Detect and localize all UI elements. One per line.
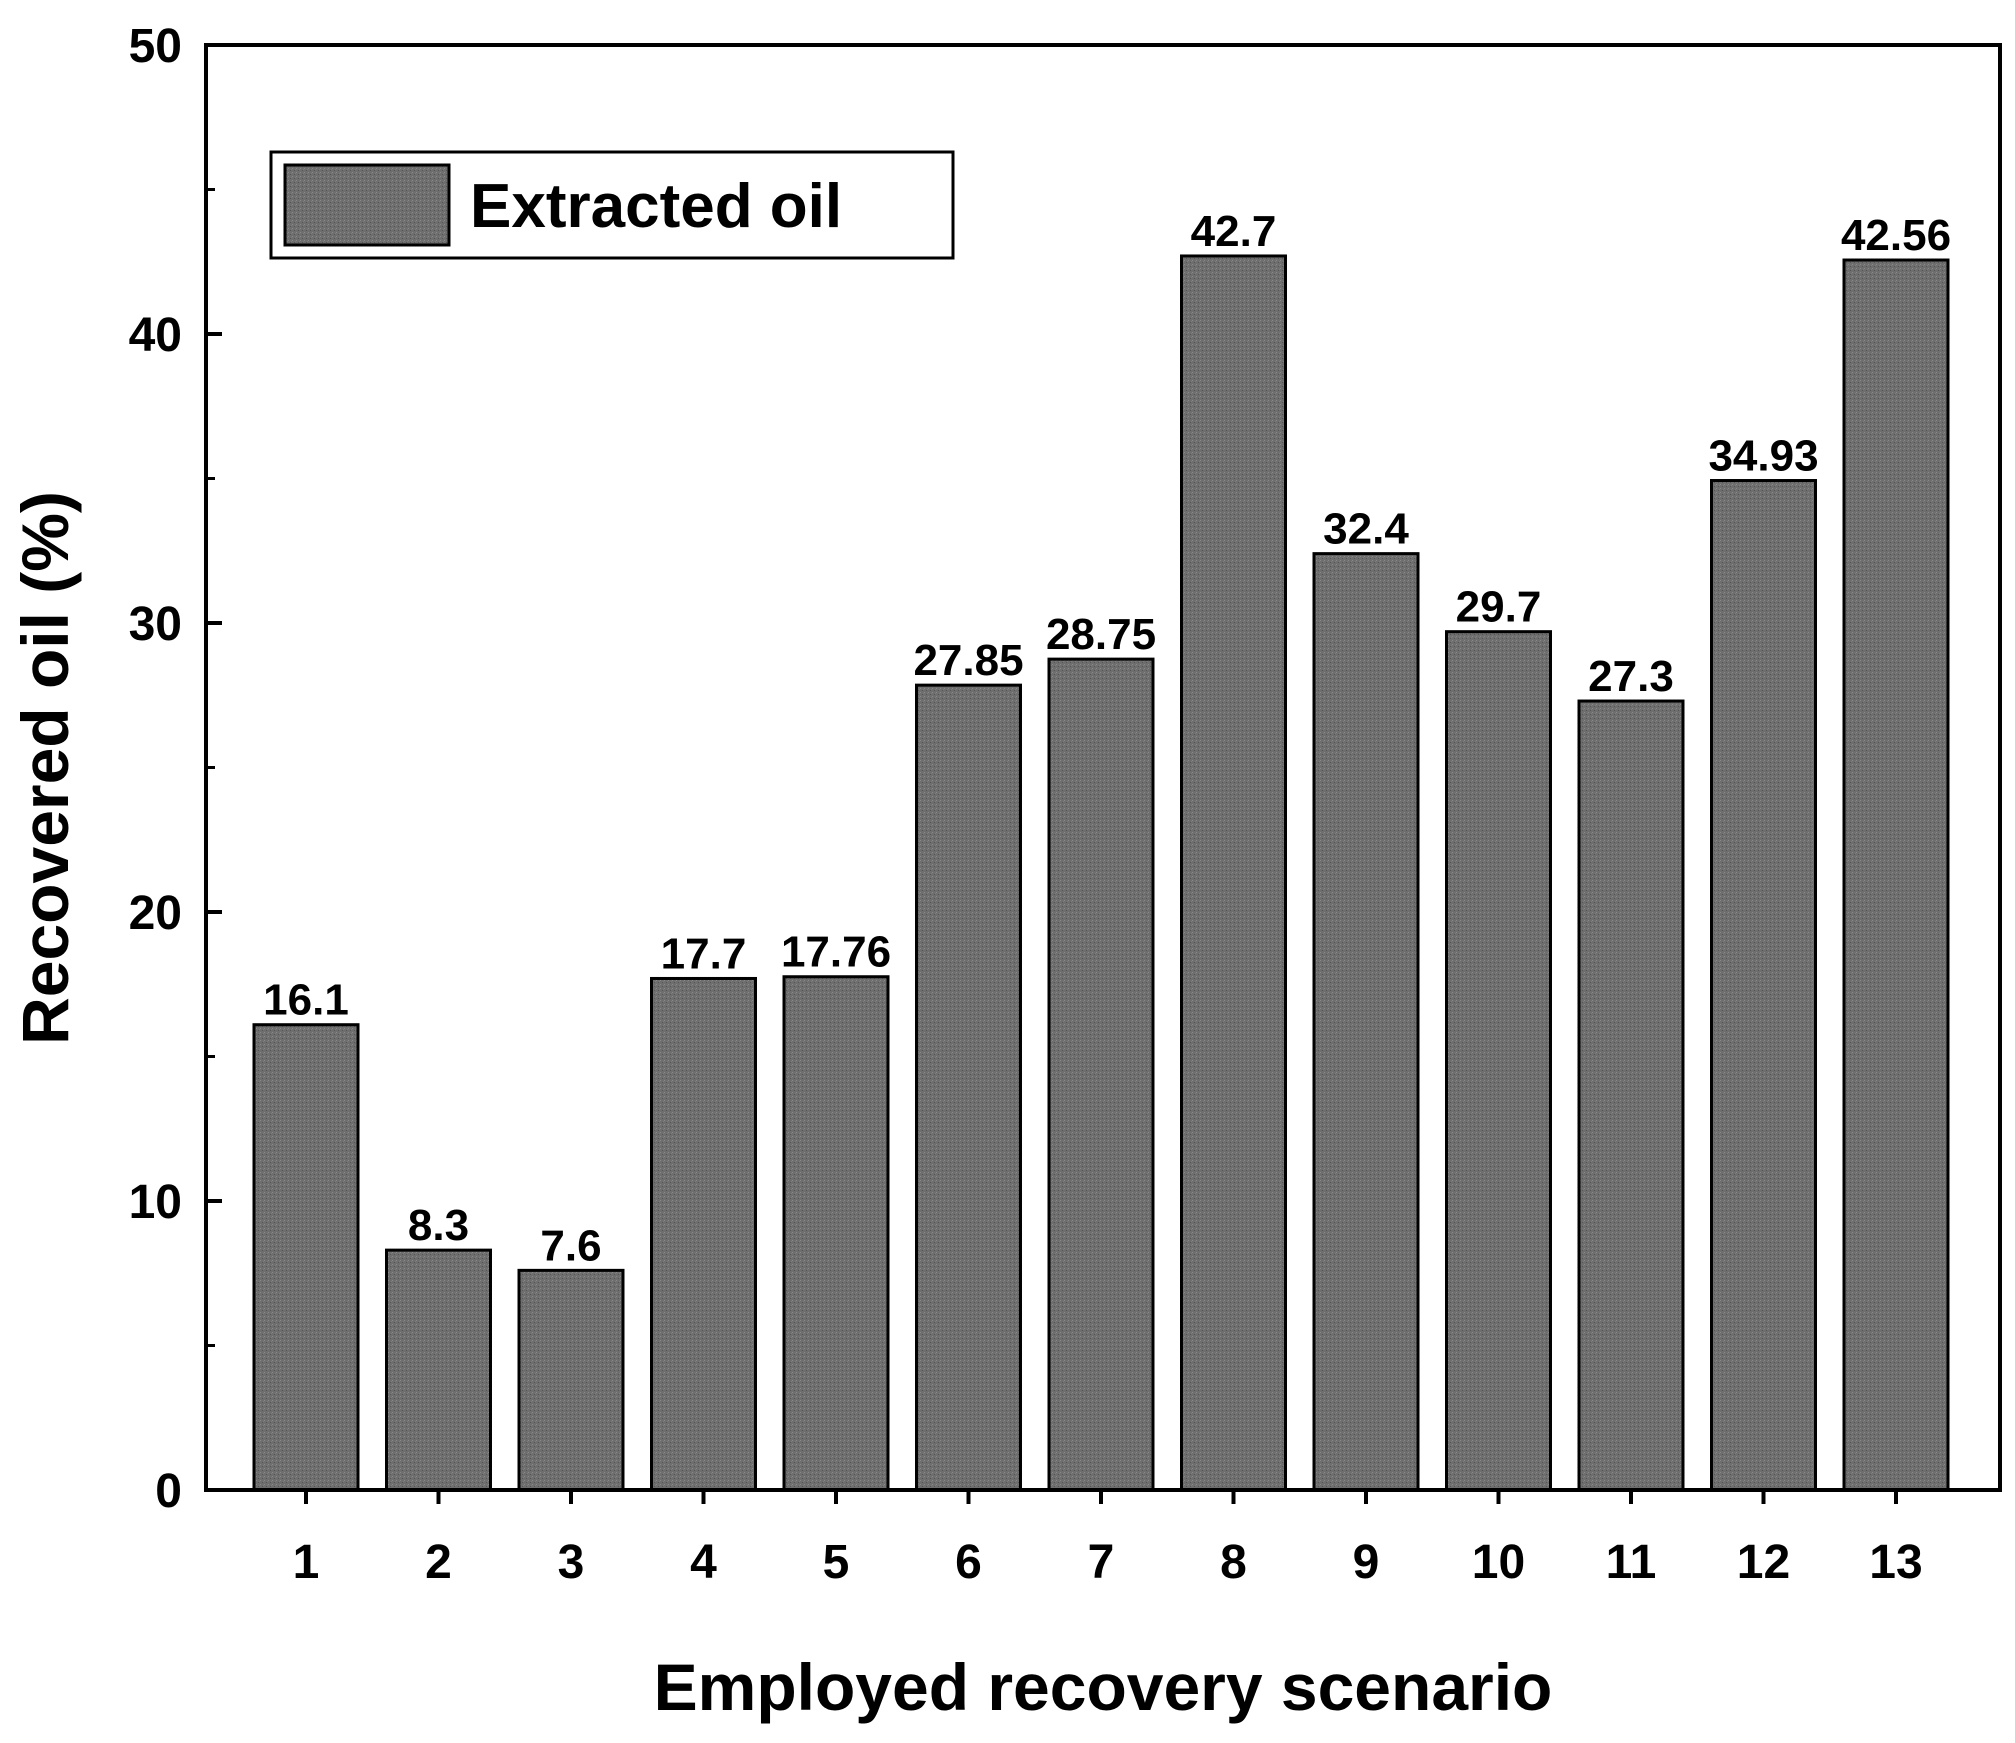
bar	[1445, 630, 1552, 1492]
x-tick-label: 13	[1869, 1536, 1922, 1589]
x-tick-label: 9	[1353, 1536, 1380, 1589]
y-tick-label: 0	[155, 1465, 182, 1518]
y-tick-label: 40	[129, 309, 182, 362]
y-tick-label: 30	[129, 598, 182, 651]
x-tick-label: 12	[1737, 1536, 1790, 1589]
x-tick-label: 7	[1088, 1536, 1115, 1589]
x-tick-label: 5	[823, 1536, 850, 1589]
y-tick-label: 50	[129, 20, 182, 73]
bar	[385, 1248, 492, 1492]
data-label: 34.93	[1708, 432, 1818, 481]
x-tick-label: 11	[1606, 1536, 1657, 1589]
bar	[252, 1023, 360, 1492]
data-label: 42.7	[1191, 207, 1277, 256]
data-label: 17.76	[781, 928, 891, 977]
data-label: 29.7	[1456, 583, 1542, 632]
data-label: 8.3	[408, 1201, 469, 1250]
x-tick-label: 10	[1472, 1536, 1525, 1589]
x-axis: 1 2 3 4 5 6 7 8 9 10 11 12 13	[293, 1490, 1923, 1589]
x-tick-label: 6	[955, 1536, 982, 1589]
data-label: 42.56	[1841, 211, 1951, 260]
x-axis-title: Employed recovery scenario	[654, 1650, 1553, 1724]
bar	[1710, 479, 1817, 1492]
bar	[650, 976, 757, 1492]
bar	[517, 1268, 625, 1492]
data-label: 27.85	[913, 636, 1023, 685]
bar	[915, 683, 1022, 1492]
y-tick-label: 20	[129, 887, 182, 940]
legend-swatch	[283, 163, 451, 247]
x-tick-label: 3	[558, 1536, 585, 1589]
bar	[1312, 552, 1420, 1492]
x-tick-label: 8	[1220, 1536, 1247, 1589]
bar	[1180, 254, 1287, 1492]
y-tick-label: 10	[129, 1176, 182, 1229]
data-label: 7.6	[540, 1221, 601, 1270]
x-tick-label: 1	[293, 1536, 320, 1589]
data-label: 27.3	[1588, 652, 1674, 701]
legend-label: Extracted oil	[470, 172, 842, 241]
bar	[1577, 699, 1685, 1492]
data-label: 17.7	[661, 929, 747, 978]
data-label: 28.75	[1046, 610, 1156, 659]
bar	[1842, 258, 1950, 1492]
data-label: 16.1	[263, 976, 349, 1025]
data-label: 32.4	[1323, 505, 1409, 554]
bars-layer	[252, 254, 1950, 1492]
legend: Extracted oil	[269, 150, 955, 260]
bar	[1047, 657, 1155, 1492]
x-tick-label: 4	[690, 1536, 717, 1589]
data-labels-layer: 16.1 8.3 7.6 17.7 17.76 27.85 28.75 42.7 32.4 29.…	[263, 207, 1951, 1270]
y-axis-title: Recovered oil (%)	[8, 491, 82, 1045]
y-axis: 0 10 20 30 40 50	[129, 20, 222, 1518]
bar	[782, 975, 890, 1492]
x-tick-label: 2	[425, 1536, 452, 1589]
